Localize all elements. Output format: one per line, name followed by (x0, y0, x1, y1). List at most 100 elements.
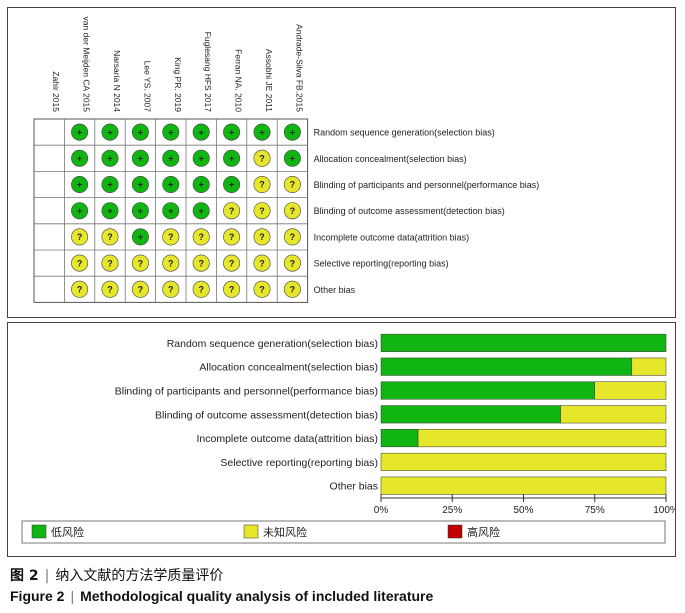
risk-circle-low (162, 176, 180, 194)
risk-symbol: ? (198, 285, 204, 295)
bar-segment-unclear (417, 429, 667, 448)
risk-symbol: + (199, 180, 204, 190)
risk-symbol: ? (138, 285, 144, 295)
bar-segment-unclear (594, 381, 667, 400)
risk-circle-low (101, 149, 119, 167)
risk-symbol: + (229, 127, 234, 137)
risk-symbol: + (199, 154, 204, 164)
risk-symbol: ? (77, 232, 83, 242)
caption-cn-separator: | (44, 568, 50, 584)
risk-circle-low (131, 228, 149, 246)
risk-symbol: ? (77, 258, 83, 268)
risk-symbol: + (168, 127, 173, 137)
caption-en-separator: | (70, 588, 75, 604)
x-tick-label: 75% (585, 505, 605, 516)
bar-segment-low (380, 405, 561, 424)
risk-circle-low (223, 149, 241, 167)
risk-circle-low (162, 123, 180, 141)
risk-circle-unclear (162, 280, 180, 298)
risk-symbol: + (77, 180, 82, 190)
risk-circle-unclear (71, 254, 89, 272)
risk-circle-unclear (283, 254, 301, 272)
bar-segment-unclear (560, 405, 667, 424)
study-label: Andrade-Silva FB.2015 (294, 24, 304, 112)
risk-circle-unclear (101, 228, 119, 246)
risk-circle-low (71, 202, 89, 220)
figure-caption-english: Figure 2 | Methodological quality analysis… (10, 588, 433, 604)
risk-circle-low (101, 176, 119, 194)
graph-category-label: Blinding of outcome assessment(detection… (155, 409, 378, 421)
risk-circle-unclear (223, 280, 241, 298)
risk-circle-low (71, 123, 89, 141)
caption-cn-text: 纳入文献的方法学质量评价 (55, 568, 224, 584)
risk-symbol: ? (229, 206, 235, 216)
risk-symbol: ? (259, 154, 265, 164)
risk-symbol: + (290, 154, 295, 164)
risk-circle-unclear (253, 149, 271, 167)
bar-segment-unclear (631, 357, 667, 376)
risk-symbol: + (138, 206, 143, 216)
risk-circle-low (192, 123, 210, 141)
bar-segment-low (380, 333, 667, 352)
risk-circle-low (131, 149, 149, 167)
risk-symbol: + (107, 154, 112, 164)
risk-symbol: + (229, 154, 234, 164)
summary-grid-border (33, 118, 309, 303)
risk-circle-unclear (223, 228, 241, 246)
risk-symbol: ? (107, 285, 113, 295)
domain-label: Random sequence generation(selection bia… (314, 128, 495, 138)
risk-circle-low (101, 202, 119, 220)
risk-circle-low (283, 149, 301, 167)
risk-circle-unclear (223, 202, 241, 220)
domain-label: Blinding of outcome assessment(detection… (314, 206, 505, 216)
risk-symbol: ? (229, 232, 235, 242)
graph-category-label: Blinding of participants and personnel(p… (115, 386, 378, 398)
caption-en-label: Figure 2 (10, 588, 65, 604)
risk-of-bias-graph-panel: Random sequence generation(selection bia… (7, 322, 679, 557)
domain-label: Allocation concealment(selection bias) (314, 154, 467, 164)
bar-segment-low (380, 429, 419, 448)
risk-circle-low (192, 176, 210, 194)
risk-circle-unclear (71, 228, 89, 246)
domain-label: Incomplete outcome data(attrition bias) (314, 232, 470, 242)
legend-label-low: 低风险 (51, 525, 84, 539)
risk-symbol: + (199, 206, 204, 216)
risk-symbol: + (77, 206, 82, 216)
risk-symbol: + (259, 127, 264, 137)
risk-circle-low (192, 149, 210, 167)
risk-symbol: ? (168, 258, 174, 268)
risk-circle-low (283, 123, 301, 141)
domain-label: Selective reporting(reporting bias) (314, 259, 449, 269)
risk-circle-unclear (283, 280, 301, 298)
risk-symbol: + (138, 180, 143, 190)
risk-circle-unclear (101, 280, 119, 298)
study-label: van der Meijden CA 2015 (82, 17, 92, 113)
x-tick-label: 25% (442, 505, 462, 516)
legend-swatch-low (31, 524, 47, 539)
risk-symbol: ? (259, 285, 265, 295)
risk-circle-unclear (253, 176, 271, 194)
risk-symbol: ? (198, 232, 204, 242)
graph-category-label: Allocation concealment(selection bias) (199, 362, 378, 374)
risk-circle-unclear (283, 228, 301, 246)
risk-symbol: ? (138, 258, 144, 268)
bar-segment-unclear (380, 452, 667, 471)
risk-symbol: ? (259, 206, 265, 216)
risk-symbol: + (138, 127, 143, 137)
graph-category-label: Selective reporting(reporting bias) (220, 457, 378, 469)
caption-en-text: Methodological quality analysis of inclu… (80, 588, 434, 604)
risk-symbol: ? (168, 285, 174, 295)
study-label: Assobhi JE 2011 (264, 49, 274, 112)
risk-symbol: ? (229, 258, 235, 268)
risk-symbol: ? (290, 206, 296, 216)
risk-circle-low (223, 123, 241, 141)
risk-of-bias-summary-chart: Zahir 2015 van der Meijden CA 2015 Narsari… (33, 17, 539, 303)
study-label: Narsaria N 2014 (112, 50, 122, 112)
risk-symbol: + (138, 154, 143, 164)
bar-segment-low (380, 381, 595, 400)
risk-symbol: + (107, 206, 112, 216)
risk-circle-unclear (131, 254, 149, 272)
x-tick-label: 0% (374, 505, 389, 516)
risk-symbol: ? (198, 258, 204, 268)
risk-of-bias-graph-chart: Random sequence generation(selection bia… (21, 333, 679, 544)
